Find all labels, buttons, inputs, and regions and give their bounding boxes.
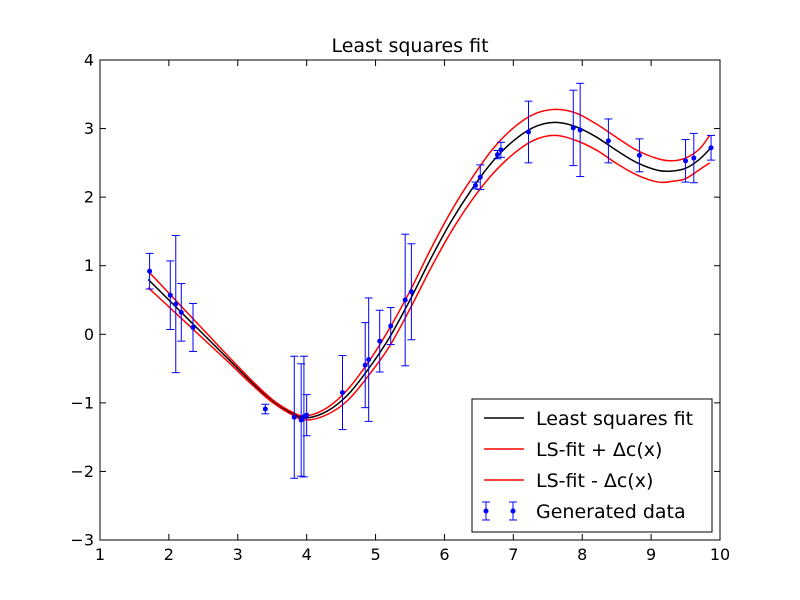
data-point bbox=[407, 243, 416, 341]
axis-ticks: 1 2 3 4 5 6 7 8 9 10 −3 −2 −1 0 1 2 3 4 bbox=[70, 51, 730, 565]
y-tick-label: 4 bbox=[84, 51, 94, 70]
data-point bbox=[386, 307, 395, 346]
legend-item: Generated data bbox=[482, 501, 686, 523]
x-tick-label: 3 bbox=[233, 545, 243, 564]
data-point bbox=[290, 355, 299, 479]
data-point bbox=[375, 309, 384, 373]
data-point bbox=[302, 394, 311, 437]
data-point bbox=[401, 233, 410, 367]
x-tick-label: 9 bbox=[646, 545, 656, 564]
data-point bbox=[297, 363, 306, 477]
data-point bbox=[361, 322, 370, 409]
data-point bbox=[681, 139, 690, 183]
x-tick-label: 5 bbox=[370, 545, 380, 564]
data-point bbox=[171, 235, 180, 374]
data-point bbox=[189, 302, 197, 352]
y-tick-label: −1 bbox=[70, 393, 94, 412]
data-point bbox=[635, 138, 644, 173]
data-point bbox=[177, 283, 186, 342]
y-tick-label: −3 bbox=[70, 531, 94, 550]
x-tick-label: 8 bbox=[577, 545, 587, 564]
data-point bbox=[496, 141, 505, 158]
x-tick-label: 4 bbox=[302, 545, 312, 564]
legend-item: LS-fit - Δc(x) bbox=[484, 470, 653, 492]
legend-label: LS-fit + Δc(x) bbox=[536, 439, 662, 461]
legend-item: Least squares fit bbox=[484, 408, 693, 430]
x-tick-label: 2 bbox=[164, 545, 174, 564]
data-point bbox=[569, 89, 578, 167]
data-point bbox=[471, 181, 480, 190]
legend-label: Least squares fit bbox=[536, 408, 693, 430]
y-tick-label: 0 bbox=[84, 325, 94, 344]
chart-title: Least squares fit bbox=[331, 35, 488, 57]
data-point bbox=[261, 403, 270, 415]
data-point bbox=[338, 355, 347, 431]
data-point bbox=[476, 164, 485, 191]
data-point bbox=[707, 134, 716, 161]
legend-label: LS-fit - Δc(x) bbox=[536, 470, 653, 492]
y-tick-label: −2 bbox=[70, 462, 94, 481]
data-point bbox=[145, 252, 154, 290]
ls-fit-minus-line bbox=[147, 134, 711, 421]
data-point bbox=[364, 297, 373, 422]
y-tick-label: 2 bbox=[84, 188, 94, 207]
x-tick-label: 1 bbox=[95, 545, 105, 564]
data-point bbox=[689, 132, 698, 184]
x-tick-label: 10 bbox=[710, 545, 730, 564]
y-tick-label: 3 bbox=[84, 119, 94, 138]
y-tick-label: 1 bbox=[84, 256, 94, 275]
series-layer bbox=[145, 82, 716, 479]
legend-label: Generated data bbox=[536, 501, 686, 523]
data-point bbox=[166, 260, 175, 330]
data-point bbox=[524, 100, 533, 164]
data-point bbox=[576, 82, 585, 178]
x-tick-label: 6 bbox=[439, 545, 449, 564]
legend-item: LS-fit + Δc(x) bbox=[484, 439, 662, 461]
legend: Least squares fit LS-fit + Δc(x) LS-fit - … bbox=[471, 398, 713, 533]
plot-area-frame bbox=[99, 59, 721, 541]
data-point bbox=[299, 355, 308, 478]
data-point bbox=[604, 118, 613, 164]
x-tick-label: 7 bbox=[508, 545, 518, 564]
